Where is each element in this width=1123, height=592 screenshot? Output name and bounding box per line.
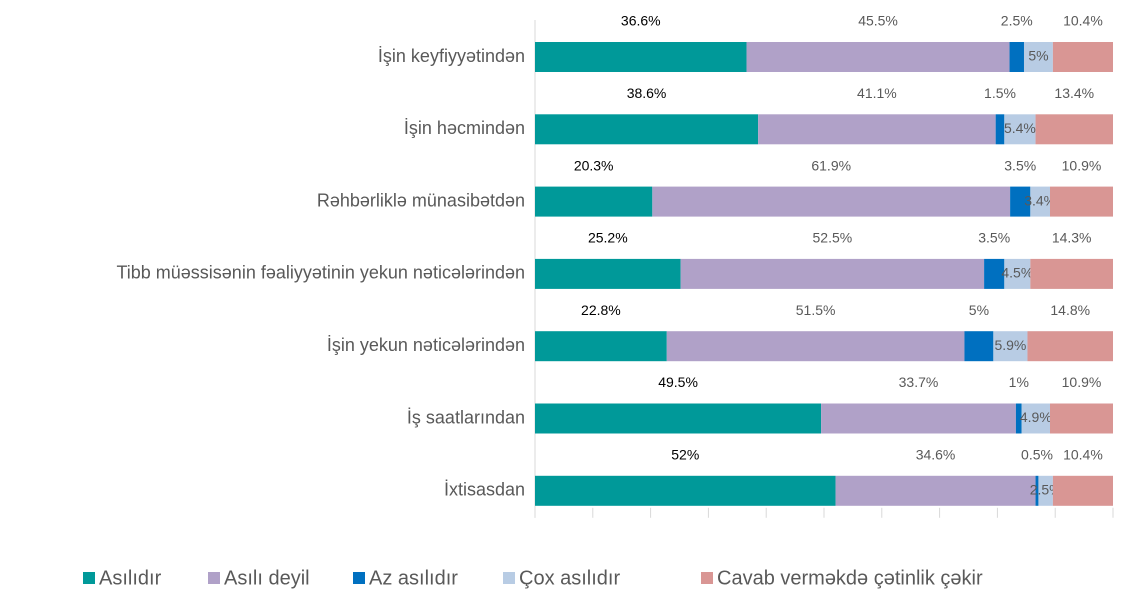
legend-swatch bbox=[503, 572, 515, 584]
category-label: İxtisasdan bbox=[444, 480, 525, 500]
bar-segment bbox=[1004, 114, 1036, 145]
bar-segment bbox=[535, 475, 836, 506]
data-label: 52% bbox=[671, 447, 699, 463]
data-label: 13.4% bbox=[1054, 85, 1094, 101]
bar-segment bbox=[1004, 258, 1031, 289]
legend-label: Asılıdır bbox=[99, 567, 162, 589]
data-label: 38.6% bbox=[627, 85, 667, 101]
bar-segment bbox=[1049, 403, 1113, 434]
bar-segment bbox=[1035, 475, 1039, 506]
category-label: İşin həcmindən bbox=[404, 118, 525, 138]
bar-segment bbox=[984, 258, 1005, 289]
bar-segment bbox=[1052, 42, 1113, 72]
data-label: 10.9% bbox=[1062, 157, 1102, 173]
data-label: 4.9% bbox=[1020, 409, 1052, 425]
category-label: İşin keyfiyyətindən bbox=[378, 46, 525, 66]
bar-segment bbox=[535, 42, 747, 72]
data-label: 45.5% bbox=[858, 13, 898, 29]
data-label: 1.5% bbox=[984, 85, 1016, 101]
bar-segment bbox=[535, 403, 822, 434]
legend-swatch bbox=[353, 572, 365, 584]
bar-segment bbox=[1009, 42, 1024, 72]
data-label: 51.5% bbox=[796, 302, 836, 318]
data-label: 10.9% bbox=[1062, 374, 1102, 390]
category-label: İşin yekun nəticələrindən bbox=[327, 335, 525, 355]
data-label: 3.5% bbox=[1004, 157, 1036, 173]
bar-segment bbox=[1027, 331, 1113, 362]
bar-segment bbox=[1052, 475, 1113, 506]
bar-segment bbox=[1049, 186, 1113, 217]
data-label: 14.8% bbox=[1050, 302, 1090, 318]
data-label: 33.7% bbox=[899, 374, 939, 390]
category-label: İş saatlarından bbox=[407, 407, 525, 427]
bar-segment bbox=[1023, 42, 1053, 72]
data-label: 5% bbox=[1028, 48, 1048, 64]
bar-segment bbox=[993, 331, 1028, 362]
data-label: 5% bbox=[969, 302, 989, 318]
bar-segment bbox=[680, 258, 985, 289]
bar-segment bbox=[535, 258, 681, 289]
legend-swatch bbox=[83, 572, 95, 584]
category-label: Rəhbərliklə münasibətdən bbox=[317, 190, 525, 210]
data-label: 10.4% bbox=[1063, 447, 1103, 463]
data-label: 5.9% bbox=[994, 337, 1026, 353]
bar-segment bbox=[652, 186, 1011, 217]
bar-segment bbox=[1021, 403, 1050, 434]
bar-segment bbox=[964, 331, 994, 362]
data-label: 25.2% bbox=[588, 230, 628, 246]
data-label: 52.5% bbox=[813, 230, 853, 246]
data-label: 49.5% bbox=[658, 374, 698, 390]
bar-segment bbox=[535, 331, 667, 362]
bar-segment bbox=[666, 331, 965, 362]
category-label: Tibb müəssisənin fəaliyyətinin yekun nət… bbox=[116, 263, 525, 283]
data-label: 0.5% bbox=[1021, 447, 1053, 463]
data-label: 20.3% bbox=[574, 157, 614, 173]
bar-segment bbox=[1030, 258, 1113, 289]
legend-swatch bbox=[701, 572, 713, 584]
data-label: 10.4% bbox=[1063, 13, 1103, 29]
data-label: 2.5% bbox=[1001, 13, 1033, 29]
bar-segment bbox=[1030, 186, 1050, 217]
data-label: 41.1% bbox=[857, 85, 897, 101]
bar-segment bbox=[1038, 475, 1053, 506]
data-label: 36.6% bbox=[621, 13, 661, 29]
bar-segment bbox=[995, 114, 1005, 145]
data-label: 4.5% bbox=[1001, 265, 1033, 281]
bar-segment bbox=[1015, 403, 1022, 434]
legend-label: Az asılıdır bbox=[369, 567, 458, 589]
legend-label: Asılı deyil bbox=[224, 567, 310, 589]
data-label: 61.9% bbox=[811, 157, 851, 173]
legend-swatch bbox=[208, 572, 220, 584]
bar-segment bbox=[746, 42, 1010, 72]
bar-segment bbox=[1010, 186, 1031, 217]
bar-segment bbox=[1035, 114, 1113, 145]
data-label: 3.5% bbox=[978, 230, 1010, 246]
bar-segment bbox=[535, 186, 653, 217]
bar-segment bbox=[758, 114, 996, 145]
data-label: 22.8% bbox=[581, 302, 621, 318]
legend-label: Cavab verməkdə çətinlik çəkir bbox=[717, 567, 983, 589]
data-label: 14.3% bbox=[1052, 230, 1092, 246]
data-label: 3.4% bbox=[1024, 192, 1056, 208]
data-label: 5.4% bbox=[1004, 120, 1036, 136]
bar-segment bbox=[835, 475, 1036, 506]
data-label: 34.6% bbox=[916, 447, 956, 463]
legend-label: Çox asılıdır bbox=[519, 567, 620, 589]
data-label: 1% bbox=[1009, 374, 1029, 390]
bar-segment bbox=[821, 403, 1016, 434]
bar-segment bbox=[535, 114, 759, 145]
